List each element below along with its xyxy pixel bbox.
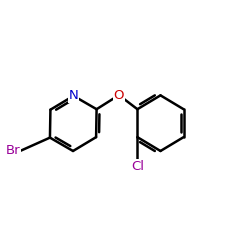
Text: O: O [114,88,124,102]
Text: Cl: Cl [131,160,144,173]
Text: Br: Br [6,144,20,158]
Text: N: N [69,89,78,102]
